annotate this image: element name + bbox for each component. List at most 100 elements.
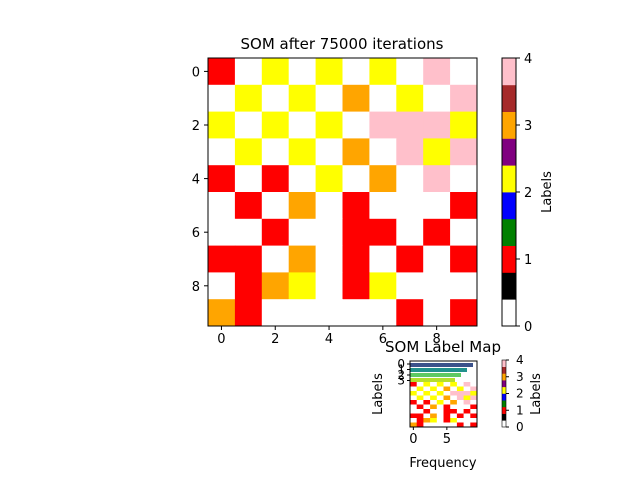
label-map-y-tick-label: 0 [397,357,405,371]
label-map-cell [450,395,458,401]
label-map-ylabel: Labels [371,373,386,415]
label-map-cell [416,404,424,410]
heatmap-cell-r1-c7 [396,84,424,112]
heatmap-cell-r3-c5 [342,138,370,166]
main-chart: SOM after 75000 iterations 0 2 4 6 8 0 2 4 6 8 [192,35,478,347]
heatmap-cell-r8-c9 [450,272,478,300]
heatmap-cell-r5-c0 [208,192,236,220]
heatmap-cell-r8-c4 [315,272,343,300]
heatmap-cell-r2-c9 [450,111,478,139]
label-map-cell [436,391,444,396]
x-tick-label: 0 [217,332,225,347]
label-map-colorbar-segment [502,393,506,401]
heatmap-cell-r7-c1 [234,245,263,273]
label-map-cell [423,404,431,410]
heatmap-cell-r5-c7 [396,192,424,220]
label-map-cell [450,382,458,387]
label-map-cell [423,422,431,428]
label-map-cell [463,404,471,410]
colorbar-segment [502,138,516,166]
heatmap-cell-r3-c0 [208,138,236,166]
heatmap-cell-r2-c5 [342,111,370,139]
label-map-colorbar-segment [502,413,506,421]
heatmap-cell-r3-c3 [288,138,316,166]
label-map-cell [456,422,464,428]
heatmap-cell-r7-c9 [450,245,478,273]
label-map-cell [423,395,431,401]
heatmap-cell-r1-c0 [208,84,236,112]
label-map-frame [409,360,478,428]
heatmap-cell-r8-c6 [369,272,397,300]
heatmap-cell-r5-c2 [261,192,290,220]
colorbar-segment [502,84,516,112]
label-map-cell [430,409,438,414]
label-map-cell [443,400,451,405]
y-tick-label: 2 [192,119,200,134]
label-map-cell [463,400,471,405]
colorbar-tick-label: 3 [524,119,532,134]
label-map-bar [410,363,473,367]
label-map-cell [436,395,444,401]
heatmap-cell-r5-c1 [234,192,263,220]
heatmap-cell-r6-c7 [396,218,424,246]
label-map-cell [450,386,458,392]
y-tick-label: 4 [192,173,200,188]
heatmap-cell-r9-c4 [315,299,343,327]
label-map-cell [423,413,431,419]
label-map-cell [416,422,424,428]
label-map-cell [450,413,458,419]
label-map-y-tick-label: 1 [397,363,405,377]
heatmap-cell-r9-c2 [261,299,290,327]
heatmap-cell-r9-c7 [396,299,424,327]
label-map-cell [463,386,471,392]
label-map-cell [443,382,451,387]
label-map-cell [430,382,438,387]
heatmap-cell-r1-c8 [423,84,451,112]
heatmap-cell-r2-c4 [315,111,343,139]
label-map-cell [456,400,464,405]
x-tick-label: 6 [379,332,387,347]
label-map-colorbar-segments [502,360,506,428]
label-map-cell [416,395,424,401]
heatmap-cell-r9-c8 [423,299,451,327]
label-map-cell [443,395,451,401]
heatmap-cell-r6-c4 [315,218,343,246]
label-map-colorbar-label: Labels [529,373,544,415]
label-map-cell [416,400,424,405]
label-map-cell [456,404,464,410]
heatmap-cell-r5-c3 [288,192,316,220]
label-map-cell [430,400,438,405]
label-map-colorbar-ticks: 0 1 2 3 4 [506,353,524,434]
heatmap-cell-r4-c9 [450,165,478,193]
heatmap-cell-r7-c8 [423,245,451,273]
label-map-cell [416,386,424,392]
label-map-cell [430,413,438,419]
heatmap-cell-r7-c0 [208,245,236,273]
label-map-cell [410,395,417,401]
label-map-cell [470,404,478,410]
heatmap-cell-r4-c5 [342,165,370,193]
heatmap-cell-r1-c6 [369,84,397,112]
label-map-cell [430,386,438,392]
label-map-cell [450,422,458,428]
main-chart-title: SOM after 75000 iterations [241,35,444,53]
colorbar-segment [502,299,516,327]
label-map-bar [410,378,455,382]
label-map-cell [470,422,478,428]
label-map-cell [443,404,451,410]
heatmap-cell-r6-c2 [261,218,290,246]
heatmap-cell-r3-c1 [234,138,263,166]
heatmap-cell-r0-c1 [234,58,263,86]
label-map-cell [443,391,451,396]
label-map-cell [443,418,451,423]
label-map-cell [416,413,424,419]
heatmap-cell-r4-c7 [396,165,424,193]
heatmap-cell-r4-c1 [234,165,263,193]
label-map-cell [423,409,431,414]
heatmap-cell-r7-c3 [288,245,316,273]
label-map-cell [470,382,478,387]
label-map-cell [463,422,471,428]
label-map-cell [456,386,464,392]
heatmap-cell-r0-c3 [288,58,316,86]
